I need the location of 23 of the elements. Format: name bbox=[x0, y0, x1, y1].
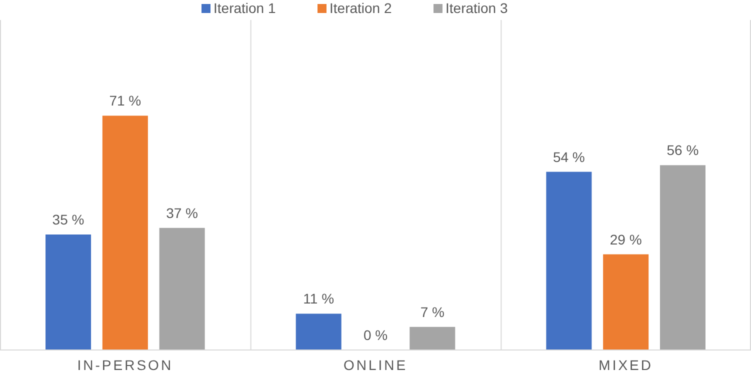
data-label: 29 % bbox=[610, 231, 642, 248]
data-label: 11 % bbox=[303, 290, 334, 307]
bar bbox=[159, 228, 205, 350]
legend-label: Iteration 2 bbox=[330, 0, 392, 16]
legend-label: Iteration 1 bbox=[214, 0, 276, 16]
bar bbox=[410, 326, 456, 350]
bar bbox=[546, 172, 592, 350]
x-tick-label: ONLINE bbox=[343, 357, 408, 373]
bar bbox=[46, 234, 92, 350]
data-label: 54 % bbox=[552, 148, 585, 165]
data-label: 35 % bbox=[52, 212, 84, 228]
data-label: 37 % bbox=[166, 204, 198, 221]
data-label: 71 % bbox=[109, 92, 142, 109]
x-tick-label: MIXED bbox=[598, 357, 654, 373]
legend-label: Iteration 3 bbox=[446, 0, 508, 16]
bar bbox=[603, 254, 649, 350]
bar bbox=[660, 165, 706, 350]
bar bbox=[102, 116, 148, 350]
data-label: 7 % bbox=[420, 304, 444, 320]
x-tick-label: IN-PERSON bbox=[77, 357, 174, 373]
data-label: 0 % bbox=[363, 327, 388, 343]
bar bbox=[296, 314, 342, 350]
data-label: 56 % bbox=[666, 142, 699, 158]
